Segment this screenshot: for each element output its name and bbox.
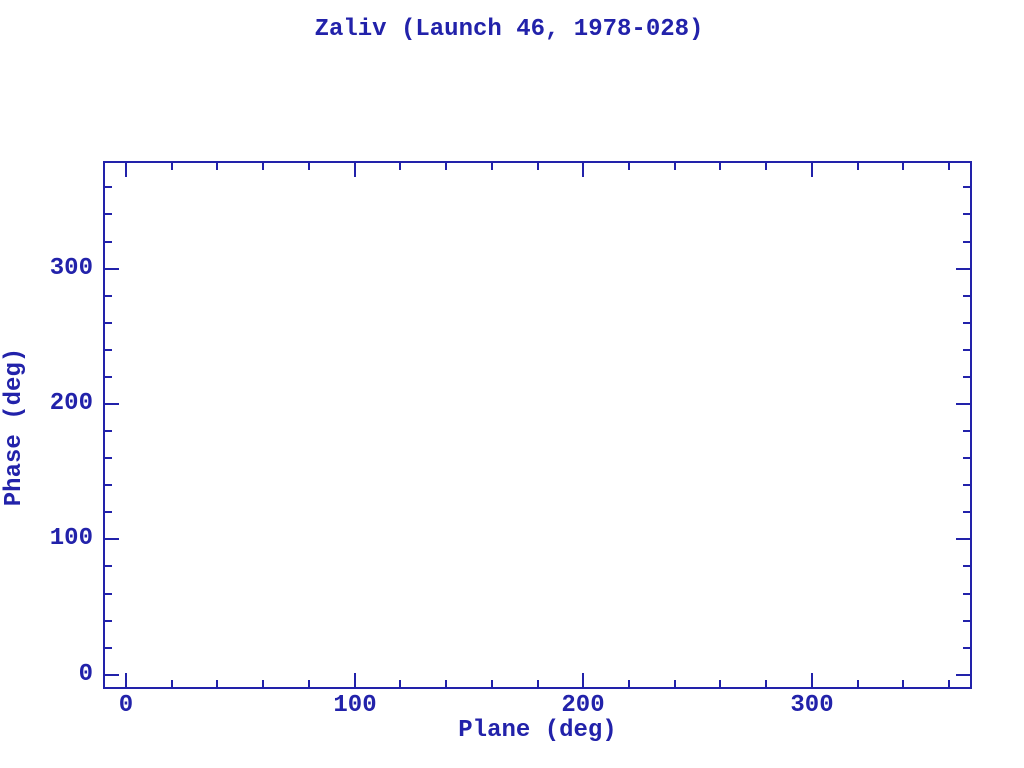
y-major-tick [105, 268, 119, 270]
y-minor-tick-right [963, 349, 970, 351]
y-minor-tick [105, 647, 112, 649]
x-minor-tick-top [948, 163, 950, 170]
y-minor-tick-right [963, 457, 970, 459]
y-minor-tick-right [963, 647, 970, 649]
x-minor-tick-top [308, 163, 310, 170]
plot-area [103, 161, 972, 689]
x-axis-label: Plane (deg) [458, 717, 617, 744]
x-minor-tick-top [765, 163, 767, 170]
y-major-tick-right [956, 403, 970, 405]
x-minor-tick-top [262, 163, 264, 170]
y-minor-tick [105, 593, 112, 595]
y-minor-tick-right [963, 376, 970, 378]
y-minor-tick [105, 241, 112, 243]
y-minor-tick-right [963, 511, 970, 513]
x-major-tick [811, 673, 813, 687]
y-minor-tick [105, 322, 112, 324]
y-minor-tick-right [963, 186, 970, 188]
y-minor-tick [105, 565, 112, 567]
x-minor-tick [902, 680, 904, 687]
x-minor-tick-top [902, 163, 904, 170]
x-minor-tick [628, 680, 630, 687]
chart-title: Zaliv (Launch 46, 1978-028) [314, 16, 704, 43]
y-major-tick [105, 538, 119, 540]
x-minor-tick-top [628, 163, 630, 170]
x-minor-tick [537, 680, 539, 687]
y-minor-tick [105, 295, 112, 297]
y-axis-label: Phase (deg) [1, 347, 28, 507]
x-tick-label: 100 [333, 692, 377, 719]
x-minor-tick-top [537, 163, 539, 170]
y-major-tick [105, 674, 119, 676]
y-minor-tick-right [963, 430, 970, 432]
x-minor-tick [857, 680, 859, 687]
x-tick-label: 300 [790, 692, 834, 719]
x-minor-tick-top [491, 163, 493, 170]
x-major-tick-top [582, 163, 584, 177]
x-minor-tick-top [445, 163, 447, 170]
y-minor-tick-right [963, 620, 970, 622]
x-major-tick [354, 673, 356, 687]
y-minor-tick [105, 457, 112, 459]
y-major-tick [105, 403, 119, 405]
y-minor-tick [105, 186, 112, 188]
x-minor-tick-top [719, 163, 721, 170]
x-minor-tick [216, 680, 218, 687]
y-tick-label: 0 [78, 661, 93, 688]
y-minor-tick-right [963, 565, 970, 567]
x-minor-tick [308, 680, 310, 687]
y-tick-label: 300 [49, 255, 93, 282]
x-minor-tick [719, 680, 721, 687]
y-minor-tick [105, 620, 112, 622]
y-minor-tick [105, 511, 112, 513]
x-minor-tick-top [216, 163, 218, 170]
x-major-tick-top [811, 163, 813, 177]
x-minor-tick-top [171, 163, 173, 170]
y-minor-tick [105, 376, 112, 378]
x-minor-tick [171, 680, 173, 687]
y-minor-tick-right [963, 213, 970, 215]
y-minor-tick [105, 430, 112, 432]
y-minor-tick-right [963, 322, 970, 324]
x-major-tick [125, 673, 127, 687]
x-minor-tick-top [857, 163, 859, 170]
x-minor-tick [445, 680, 447, 687]
x-minor-tick [491, 680, 493, 687]
y-minor-tick [105, 349, 112, 351]
y-minor-tick-right [963, 484, 970, 486]
x-major-tick-top [125, 163, 127, 177]
x-minor-tick [674, 680, 676, 687]
x-tick-label: 0 [118, 692, 134, 719]
x-tick-label: 200 [561, 692, 605, 719]
y-tick-label: 200 [49, 390, 93, 417]
y-minor-tick-right [963, 295, 970, 297]
y-major-tick-right [956, 268, 970, 270]
x-minor-tick [399, 680, 401, 687]
x-minor-tick [262, 680, 264, 687]
x-minor-tick-top [399, 163, 401, 170]
y-major-tick-right [956, 674, 970, 676]
y-minor-tick-right [963, 593, 970, 595]
y-minor-tick-right [963, 241, 970, 243]
x-major-tick-top [354, 163, 356, 177]
x-minor-tick [765, 680, 767, 687]
y-major-tick-right [956, 538, 970, 540]
x-minor-tick-top [674, 163, 676, 170]
y-tick-label: 100 [49, 525, 93, 552]
x-minor-tick [948, 680, 950, 687]
y-minor-tick [105, 484, 112, 486]
y-minor-tick [105, 213, 112, 215]
x-major-tick [582, 673, 584, 687]
